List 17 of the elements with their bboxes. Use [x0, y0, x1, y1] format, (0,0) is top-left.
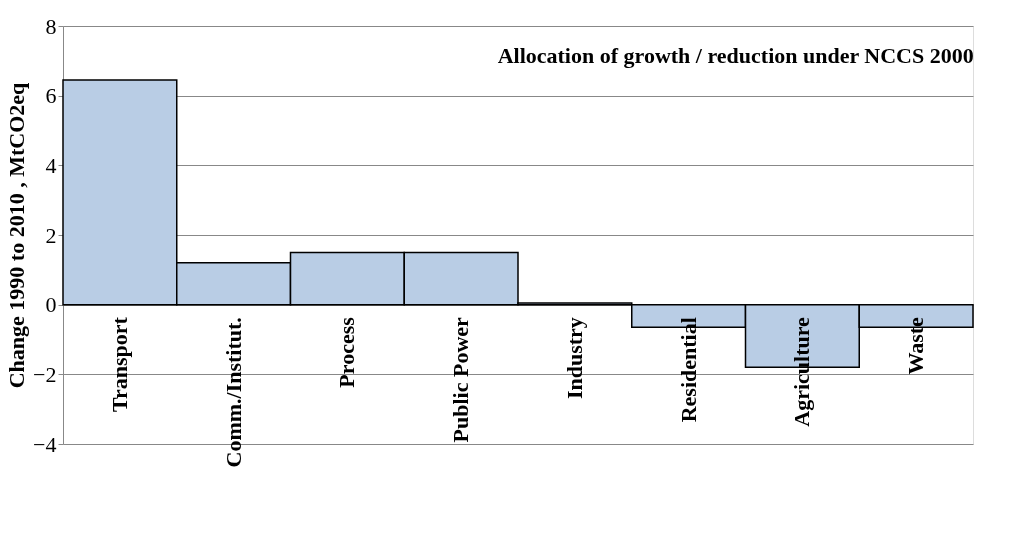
y-tick-label: 6 — [45, 83, 57, 109]
x-tick-label: Agriculture — [789, 316, 815, 427]
y-tick-label: 0 — [45, 292, 57, 318]
x-tick-label: Transport — [106, 316, 132, 413]
y-tick-label: −4 — [33, 431, 57, 457]
x-tick-label: Public Power — [448, 316, 474, 443]
y-tick-label: 8 — [45, 13, 57, 39]
x-tick-label: Comm./Institut. — [220, 317, 246, 468]
x-tick-label: Waste — [903, 316, 929, 375]
x-tick-label: Industry — [561, 317, 587, 400]
text: Allocation of growth / reduction under NCCS 2000 — [497, 43, 974, 68]
x-tick-label: Process — [334, 316, 360, 388]
y-tick-label: −2 — [33, 361, 57, 387]
y-tick-label: 4 — [45, 152, 57, 178]
y-tick-label: 2 — [45, 222, 57, 248]
x-tick-label: Residential — [675, 317, 701, 423]
y-axis-title: Change 1990 to 2010 , MtCO2eq — [4, 81, 30, 389]
